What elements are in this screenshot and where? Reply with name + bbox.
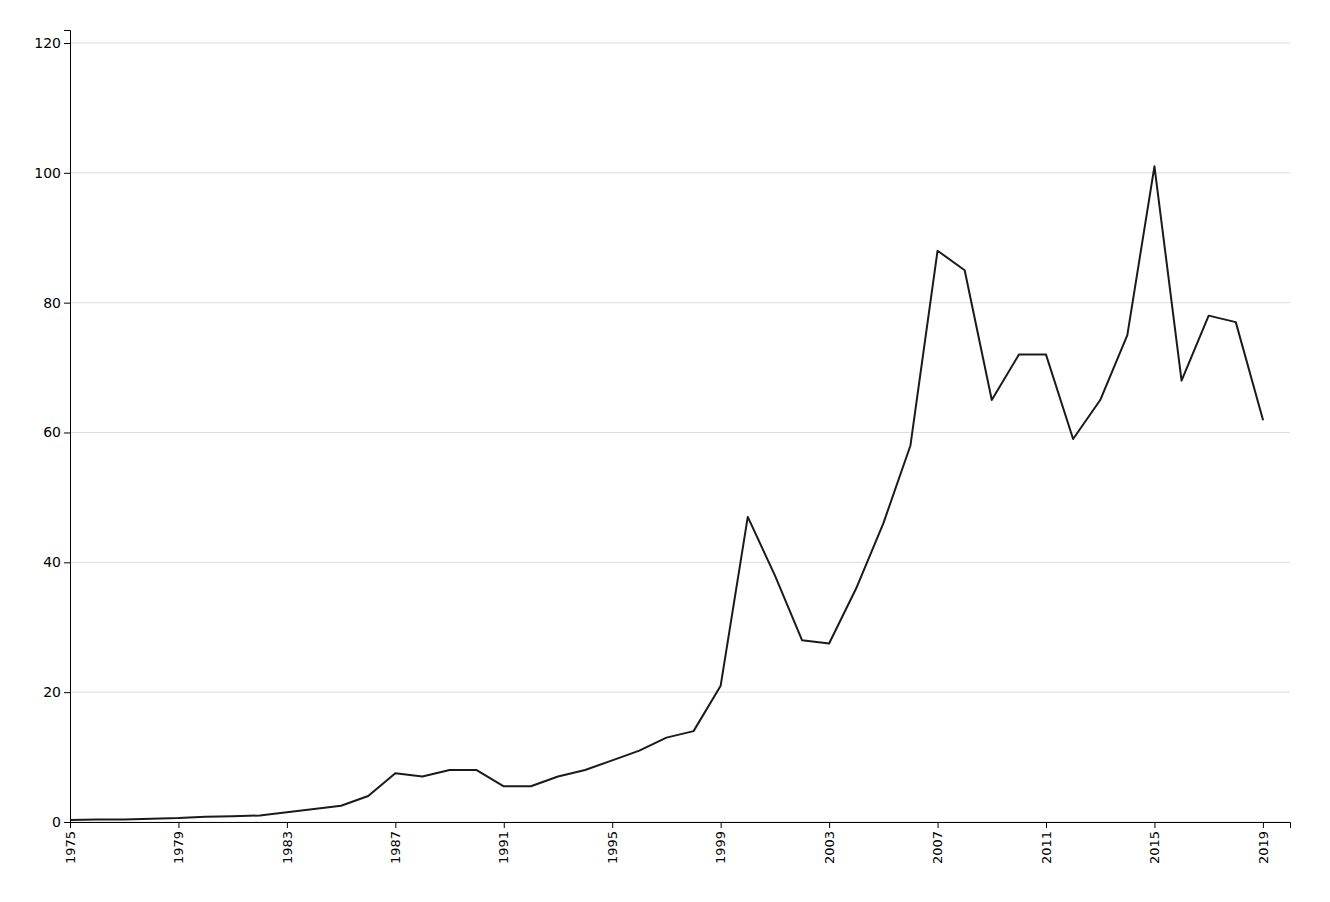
x-tick-mark [287, 822, 288, 828]
grid-line [70, 42, 1290, 43]
y-tick-label: 40 [43, 554, 61, 570]
y-tick-mark [64, 303, 70, 304]
x-tick-label: 1975 [63, 831, 78, 864]
x-tick: 1987 [388, 822, 403, 864]
y-tick-label: 100 [34, 165, 61, 181]
x-tick-label: 2011 [1039, 831, 1054, 864]
y-tick-label: 120 [34, 35, 61, 51]
y-tick-label: 80 [43, 295, 61, 311]
x-tick: 1983 [280, 822, 295, 864]
x-axis-line [71, 823, 1291, 829]
x-tick-mark [1154, 822, 1155, 828]
grid [70, 43, 1290, 822]
x-tick: 1995 [605, 822, 620, 864]
x-tick-mark [395, 822, 396, 828]
y-tick: 0 [52, 814, 70, 830]
y-tick-mark [64, 692, 70, 693]
x-tick-label: 1987 [388, 831, 403, 864]
x-tick: 1979 [171, 822, 186, 864]
x-tick: 2019 [1256, 822, 1271, 864]
x-tick: 2003 [822, 822, 837, 864]
y-tick-mark [64, 822, 70, 823]
grid-line [70, 692, 1290, 693]
y-tick: 20 [43, 684, 70, 700]
y-tick-label: 60 [43, 424, 61, 440]
y-tick-mark [64, 43, 70, 44]
x-tick: 1975 [63, 822, 78, 864]
x-tick: 1991 [496, 822, 511, 864]
x-tick-mark [1046, 822, 1047, 828]
y-tick-mark [64, 562, 70, 563]
y-tick: 100 [34, 165, 70, 181]
plot-area: 1975 1979 1983 1987 1991 1995 1999 2003 2007 2011… [34, 31, 1290, 865]
y-tick: 40 [43, 554, 70, 570]
x-tick-mark [1263, 822, 1264, 828]
x-tick-mark [612, 822, 613, 828]
x-tick-mark [938, 822, 939, 828]
y-tick: 120 [34, 35, 70, 51]
y-tick-mark [64, 173, 70, 174]
marks [70, 166, 1263, 820]
y-tick: 60 [43, 424, 70, 440]
grid-line [70, 172, 1290, 173]
y-axis: 0 20 40 60 80 100 120 [34, 31, 70, 830]
line [70, 166, 1263, 820]
x-tick-mark [721, 822, 722, 828]
x-tick-label: 1999 [713, 831, 728, 864]
y-tick-label: 20 [43, 684, 61, 700]
y-tick-label: 0 [52, 814, 61, 830]
y-tick-mark [64, 432, 70, 433]
x-tick: 2015 [1147, 822, 1162, 864]
chart: 1975 1979 1983 1987 1991 1995 1999 2003 2007 2011… [0, 0, 1330, 902]
x-tick: 2011 [1039, 822, 1054, 864]
x-tick-label: 2007 [930, 831, 945, 864]
x-tick-mark [178, 822, 179, 828]
x-tick-label: 2003 [822, 831, 837, 864]
x-tick-label: 1983 [280, 831, 295, 864]
y-tick: 80 [43, 295, 70, 311]
grid-line [70, 302, 1290, 303]
grid-line [70, 562, 1290, 563]
grid-line [70, 432, 1290, 433]
x-tick-label: 2019 [1256, 831, 1271, 864]
x-tick-label: 2015 [1147, 831, 1162, 864]
x-tick-label: 1979 [171, 831, 186, 864]
x-tick-label: 1995 [605, 831, 620, 864]
x-axis: 1975 1979 1983 1987 1991 1995 1999 2003 2007 2011… [63, 822, 1291, 864]
y-axis-line [64, 31, 71, 823]
x-tick-mark [829, 822, 830, 828]
x-tick: 1999 [713, 822, 728, 864]
x-tick-mark [504, 822, 505, 828]
x-tick: 2007 [930, 822, 945, 864]
x-tick-label: 1991 [496, 831, 511, 864]
